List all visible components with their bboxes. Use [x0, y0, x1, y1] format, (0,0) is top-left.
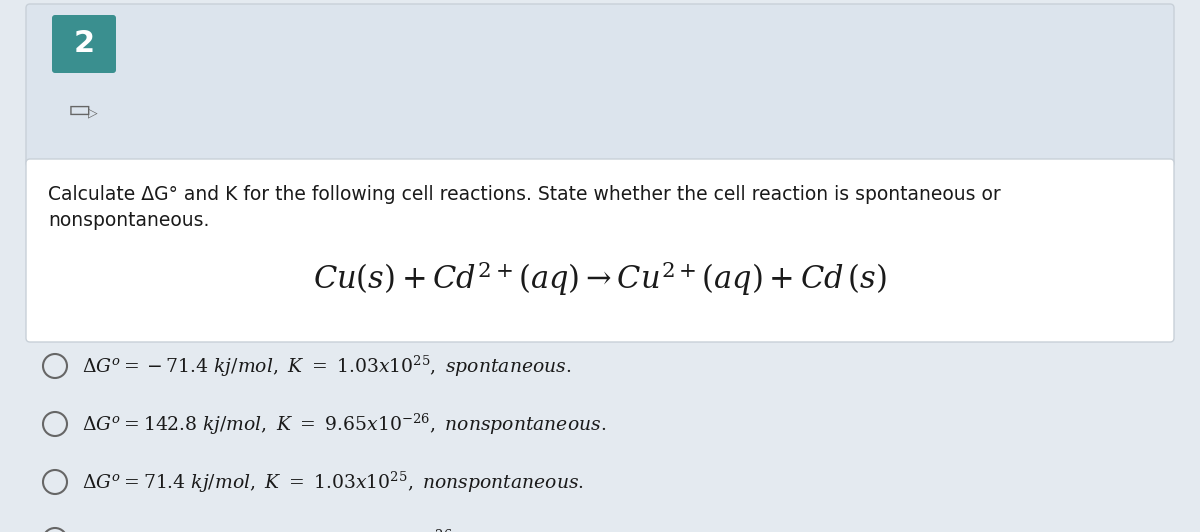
Text: 2: 2 [73, 29, 95, 59]
Text: $\mathit{\Delta G^o = 142.8\ kj/mol,\ K\ =\ 9.65x10^{-26},\ nonspontaneous.}$: $\mathit{\Delta G^o = 142.8\ kj/mol,\ K\… [82, 411, 606, 437]
FancyBboxPatch shape [26, 159, 1174, 342]
Text: $\mathit{\Delta G^o = -71.4\ kj/mol,\ K\ =\ 1.03x10^{25},\ spontaneous.}$: $\mathit{\Delta G^o = -71.4\ kj/mol,\ K\… [82, 353, 571, 379]
Text: ▭: ▭ [68, 98, 91, 122]
Text: $\mathit{Cu}(s) + \mathit{Cd}^{2+}(aq)\rightarrow \mathit{Cu}^{2+}(aq) + \mathit: $\mathit{Cu}(s) + \mathit{Cd}^{2+}(aq)\r… [313, 259, 887, 297]
Text: $\mathit{\Delta G^o = 71.4\ kj/mol,\ K\ =\ 1.03x10^{25},\ nonspontaneous.}$: $\mathit{\Delta G^o = 71.4\ kj/mol,\ K\ … [82, 469, 584, 495]
Text: nonspontaneous.: nonspontaneous. [48, 211, 209, 230]
FancyBboxPatch shape [52, 15, 116, 73]
Text: ▷: ▷ [88, 106, 97, 120]
FancyBboxPatch shape [26, 4, 1174, 167]
Text: $\mathit{\Delta G^o = -142.8\ kj/mol,\ K\ =\ 9.65x10^{-26},\ spontaneous.}$: $\mathit{\Delta G^o = -142.8\ kj/mol,\ K… [82, 527, 594, 532]
Text: Calculate ΔG° and K for the following cell reactions. State whether the cell rea: Calculate ΔG° and K for the following ce… [48, 185, 1001, 204]
